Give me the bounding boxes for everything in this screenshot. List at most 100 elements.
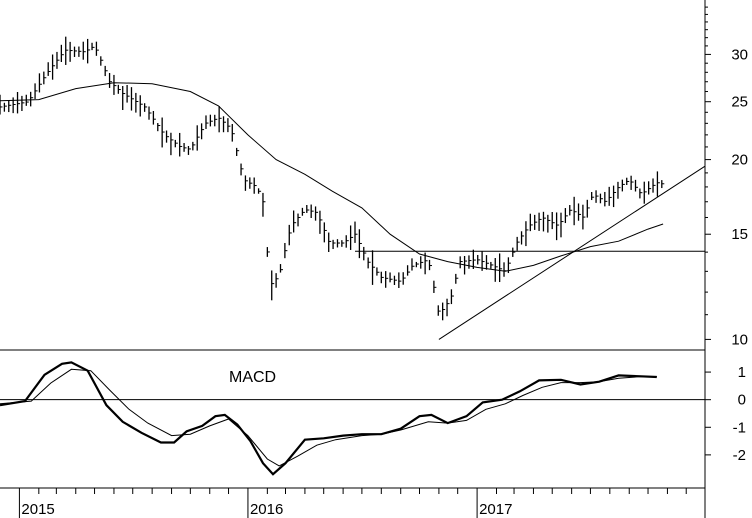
ohlc-bar [411,258,415,271]
macd-panel: MACD 1 0 -1 -2 [0,361,746,476]
ohlc-bar [367,257,371,269]
ohlc-bar [341,240,345,247]
price-y-tick-label: 25 [731,94,748,111]
ohlc-bar [218,105,222,133]
ohlc-bar [393,275,397,285]
ohlc-bar [406,265,411,276]
ohlc-bar [450,289,454,305]
ohlc-bar [196,125,200,151]
ohlc-bar [442,302,446,321]
ohlc-bar [214,114,218,127]
ohlc-bar [468,255,472,269]
ohlc-bar [301,207,305,216]
ohlc-bar [617,181,621,199]
ohlc-bar [161,117,165,148]
ohlc-bar [398,272,402,289]
ohlc-bar [371,250,376,285]
price-y-axis: 30 25 20 15 10 [705,6,748,348]
ohlc-bar [477,254,481,265]
ohlc-bar [236,147,240,156]
ohlc-bar [363,246,367,261]
ohlc-bar [591,191,595,201]
ohlc-bar [257,188,262,194]
ohlc-bar [630,175,634,190]
ohlc-bar [586,199,590,218]
price-bars [0,36,665,321]
ohlc-bar [534,214,538,230]
ohlc-bar [503,262,507,277]
ohlc-bar [38,73,42,93]
ohlc-bar [69,41,73,62]
ohlc-bar [385,271,389,288]
ohlc-bar [82,41,86,60]
moving-average-line [0,82,664,272]
ohlc-bar [612,185,617,208]
ohlc-bar [51,54,56,80]
rising-trendline [438,165,706,340]
ohlc-bar [16,92,21,114]
ohlc-bar [60,44,64,62]
ohlc-bar [126,85,130,103]
ohlc-bar [608,186,612,206]
ohlc-bar [389,272,393,283]
ohlc-bar [117,84,121,94]
ohlc-bar [485,255,489,270]
ohlc-bar [354,221,358,243]
ohlc-bar [148,106,152,120]
ohlc-bar [310,204,314,218]
ohlc-bar [455,273,459,284]
ohlc-bar [262,192,266,217]
ohlc-bar [284,242,288,259]
ohlc-bar [525,221,529,247]
ohlc-bar [183,143,187,152]
ohlc-bar [433,280,437,293]
time-x-axis: 2015 2016 2017 [18,488,687,518]
ohlc-bar [292,210,297,233]
macd-y-tick-label: -1 [733,419,746,436]
ohlc-bar [569,205,573,216]
ohlc-bar [0,94,3,115]
ohlc-bar [174,139,178,148]
ohlc-bar [437,305,441,316]
ohlc-bar [165,130,170,143]
macd-y-tick-label: 0 [738,392,746,409]
ohlc-bar [516,236,520,251]
ohlc-bar [547,214,551,233]
ohlc-bar [358,229,362,259]
ohlc-bar [122,86,126,111]
ohlc-bar [43,71,47,85]
ohlc-bar [87,38,91,64]
ohlc-bar [555,212,560,241]
ohlc-bar [209,114,213,127]
ohlc-bar [253,177,257,194]
ohlc-bar [538,212,542,231]
ohlc-bar [65,36,69,65]
ohlc-bar [249,177,253,189]
ohlc-bar [279,264,283,273]
ohlc-bar [56,51,60,69]
ohlc-bar [143,103,148,112]
trendlines [355,165,706,340]
ohlc-bar [490,261,494,269]
ohlc-bar [271,270,275,301]
ohlc-bar [288,224,292,246]
ohlc-bar [306,205,310,213]
ohlc-bar [130,87,134,111]
ohlc-bar [319,210,323,234]
ohlc-bar [380,271,384,284]
ohlc-bar [643,181,647,204]
macd-y-tick-label: -2 [733,447,746,464]
macd-title: MACD [229,369,276,386]
ohlc-bar [498,253,503,283]
ohlc-bar [446,298,450,317]
ohlc-bar [21,95,25,112]
ohlc-bar [604,191,608,207]
price-panel: 30 25 20 15 10 [0,6,748,348]
ohlc-bar [104,65,108,77]
ohlc-bar [30,91,34,107]
ohlc-bar [415,261,419,268]
ohlc-bar [577,203,582,221]
ohlc-bar [275,273,279,288]
ohlc-bar [621,179,625,192]
